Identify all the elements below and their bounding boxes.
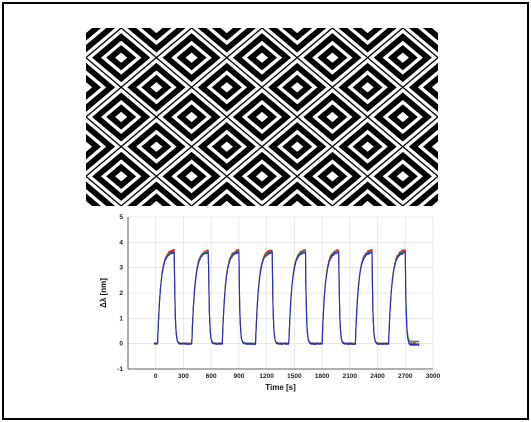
- x-tick-label: 300: [178, 373, 189, 380]
- x-axis-label: Time [s]: [265, 383, 296, 392]
- chart-axes: [127, 217, 433, 370]
- concentric-diamond-pattern: [86, 28, 438, 206]
- x-tick-label: 0: [154, 373, 158, 380]
- x-tick-label: 2100: [343, 373, 358, 380]
- y-tick-label: 3: [119, 265, 123, 272]
- y-tick-labels: -1 0 1 2 3 4 5: [117, 214, 123, 373]
- x-tick-label: 2700: [398, 373, 413, 380]
- y-tick-label: 2: [119, 290, 123, 297]
- y-axis-label: Δλ [nm]: [99, 278, 108, 308]
- x-tick-label: 2400: [370, 373, 385, 380]
- line-chart: 0 300 600 900 1200 1500 1800 2100 2400 2700 3000 -…: [99, 214, 441, 392]
- chart-grid: [128, 216, 434, 370]
- chart-series: [153, 248, 420, 347]
- x-tick-label: 600: [206, 373, 217, 380]
- y-tick-label: 0: [119, 341, 123, 348]
- x-tick-labels: 0 300 600 900 1200 1500 1800 2100 2400 2700 3000: [154, 373, 441, 380]
- x-tick-label: 1200: [259, 373, 274, 380]
- y-tick-label: -1: [117, 366, 123, 373]
- x-tick-label: 900: [233, 373, 244, 380]
- x-tick-label: 1800: [315, 373, 330, 380]
- y-tick-label: 4: [119, 239, 123, 246]
- y-tick-label: 5: [119, 214, 123, 221]
- x-tick-label: 3000: [426, 373, 441, 380]
- series-line: [153, 251, 420, 347]
- x-tick-label: 1500: [287, 373, 302, 380]
- y-tick-label: 1: [119, 315, 123, 322]
